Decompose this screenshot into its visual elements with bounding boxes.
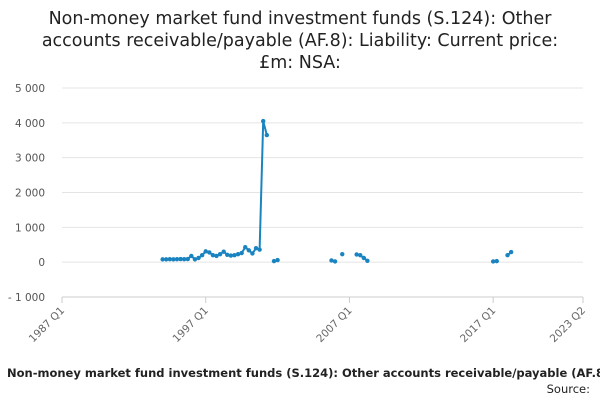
y-tick-label: 1 000 xyxy=(15,222,45,234)
chart-title-line-3: £m: NSA: xyxy=(259,53,341,73)
y-tick-label: - 1 000 xyxy=(8,292,45,304)
series-line-segment xyxy=(162,120,268,261)
series-points xyxy=(160,118,514,264)
data-point xyxy=(271,258,277,264)
gridlines xyxy=(62,87,583,298)
data-point xyxy=(192,257,198,262)
data-point xyxy=(189,253,194,259)
legend: Non-money market fund investment funds (… xyxy=(0,363,600,383)
data-point xyxy=(196,255,201,261)
data-point xyxy=(358,253,363,258)
data-point xyxy=(203,249,208,254)
data-point xyxy=(210,253,216,258)
y-tick-label: 3 000 xyxy=(15,153,45,165)
data-point xyxy=(365,258,370,263)
y-tick-label: 2 000 xyxy=(15,188,45,200)
data-point xyxy=(264,132,270,138)
y-tick-label: 5 000 xyxy=(15,83,45,95)
chart-title-line-2: accounts receivable/payable (AF.8): Liab… xyxy=(41,31,559,51)
data-point xyxy=(199,253,205,258)
data-point xyxy=(160,257,165,262)
data-point xyxy=(505,253,510,258)
source-label: Source: xyxy=(546,382,590,396)
y-axis-tick-labels: - 1 000 0 1 000 2 000 3 000 4 000 5 000 xyxy=(8,83,45,304)
data-point xyxy=(253,246,259,251)
data-point xyxy=(243,244,248,250)
data-point xyxy=(494,258,499,264)
x-tick-label: 1997 Q1 xyxy=(171,305,211,345)
series-line xyxy=(162,120,512,263)
data-point xyxy=(261,118,266,124)
data-point xyxy=(332,259,338,264)
y-tick-label: 0 xyxy=(38,257,45,269)
x-tick-label: 2007 Q1 xyxy=(314,305,354,345)
data-point xyxy=(508,249,514,255)
chart-title: Non-money market fund investment funds (… xyxy=(0,8,600,74)
x-tick-label: 1987 Q1 xyxy=(27,305,67,345)
data-point xyxy=(174,257,180,262)
data-point xyxy=(207,250,212,255)
x-tick-label: 2017 Q1 xyxy=(458,305,498,345)
data-point xyxy=(225,252,230,258)
data-point xyxy=(354,252,359,257)
data-point xyxy=(250,251,255,256)
data-point xyxy=(167,257,172,262)
data-point xyxy=(490,259,496,264)
x-tick-label: 2023 Q2 xyxy=(548,305,588,345)
data-point xyxy=(214,253,219,259)
data-point xyxy=(239,250,244,256)
legend-series-label: Non-money market fund investment funds (… xyxy=(7,366,600,380)
data-point xyxy=(235,251,241,257)
data-point xyxy=(178,256,183,262)
data-point xyxy=(164,257,169,262)
data-point xyxy=(185,256,190,262)
data-point xyxy=(361,255,367,261)
data-point xyxy=(340,251,345,257)
data-point xyxy=(181,257,187,262)
data-point xyxy=(257,247,262,252)
y-tick-label: 4 000 xyxy=(15,118,45,130)
data-point xyxy=(246,248,252,253)
data-point xyxy=(275,257,280,263)
x-axis-tick-labels: 1987 Q1 1997 Q1 2007 Q1 2017 Q1 2023 Q2 xyxy=(27,305,588,345)
data-point xyxy=(228,253,234,258)
data-point xyxy=(232,253,237,258)
data-point xyxy=(171,257,176,262)
data-point xyxy=(217,251,223,257)
x-axis xyxy=(61,296,584,303)
chart-title-line-1: Non-money market fund investment funds (… xyxy=(48,9,552,29)
data-point xyxy=(329,258,334,263)
data-point xyxy=(221,249,226,254)
